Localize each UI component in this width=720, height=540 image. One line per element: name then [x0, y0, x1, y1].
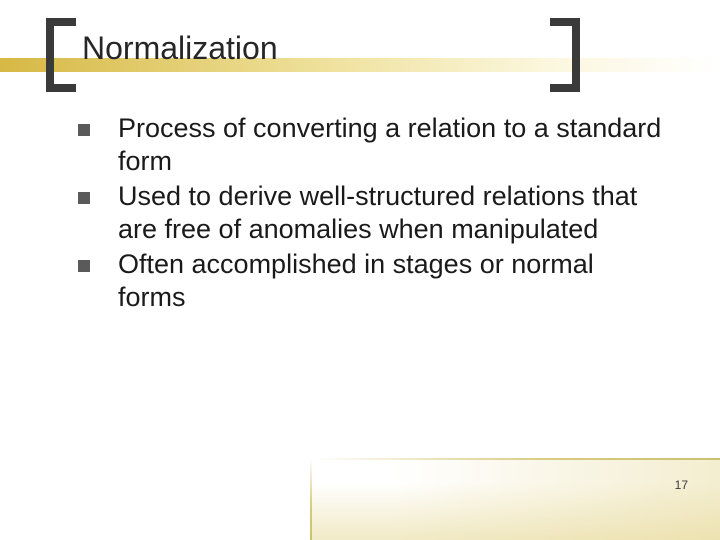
corner-gradient-decoration — [310, 458, 720, 540]
list-item: Often accomplished in stages or normal f… — [78, 248, 668, 314]
right-bracket-decoration — [550, 18, 580, 92]
list-item: Process of converting a relation to a st… — [78, 112, 668, 178]
bullet-text: Process of converting a relation to a st… — [118, 112, 668, 178]
list-item: Used to derive well-structured relations… — [78, 180, 668, 246]
bullet-text: Used to derive well-structured relations… — [118, 180, 668, 246]
left-bracket-decoration — [46, 18, 76, 92]
page-number: 17 — [675, 478, 688, 492]
square-bullet-icon — [78, 192, 90, 204]
bullet-text: Often accomplished in stages or normal f… — [118, 248, 668, 314]
corner-line-decoration — [310, 458, 720, 540]
square-bullet-icon — [78, 124, 90, 136]
bullet-list: Process of converting a relation to a st… — [78, 112, 668, 316]
slide-title: Normalization — [82, 30, 278, 67]
slide: Normalization Process of converting a re… — [0, 0, 720, 540]
square-bullet-icon — [78, 260, 90, 272]
